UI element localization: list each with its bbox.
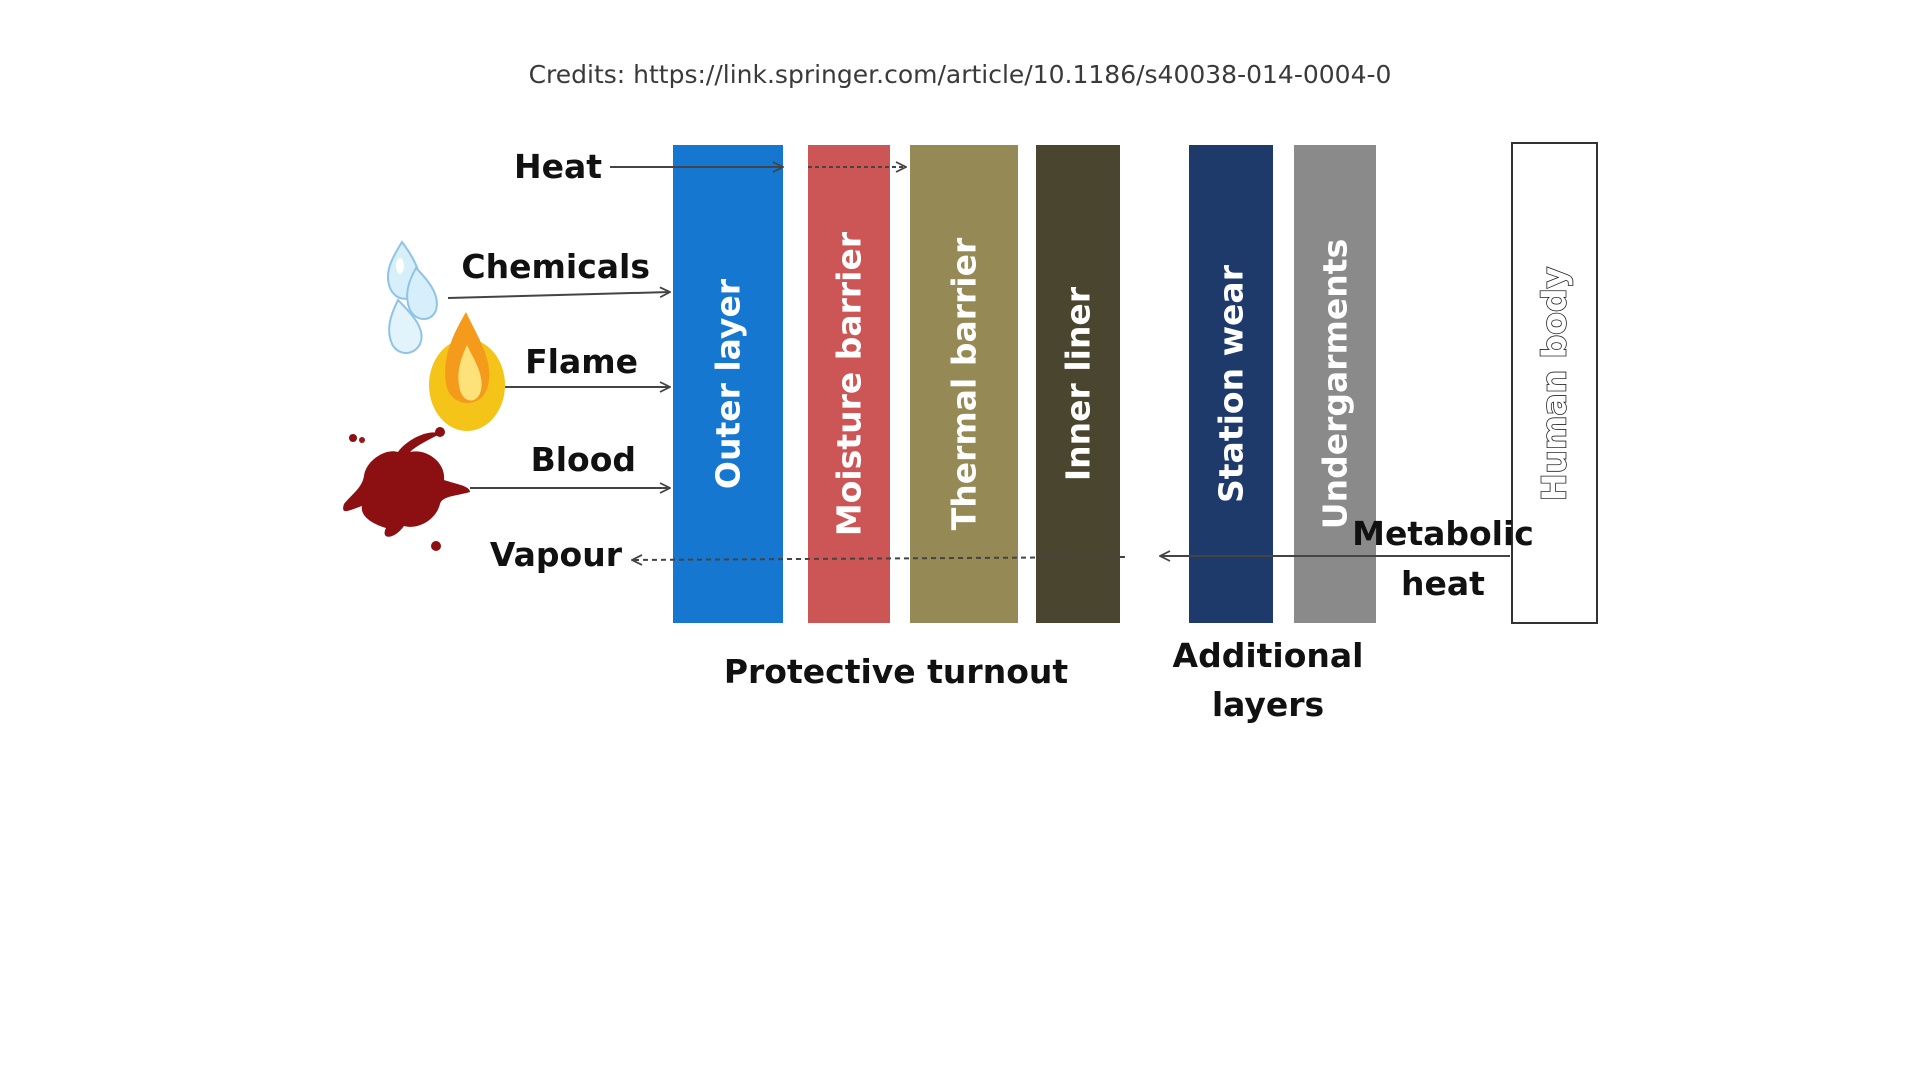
layer-bar-outer xyxy=(673,145,783,623)
flame-label: Flame xyxy=(525,342,638,381)
layer-bar-moisture xyxy=(808,145,890,623)
flame-icon xyxy=(429,312,505,431)
layer-label-inner: Inner liner xyxy=(1059,286,1098,481)
layer-bar-station xyxy=(1189,145,1273,623)
protective-turnout-label: Protective turnout xyxy=(724,652,1069,691)
layer-bar-human-body xyxy=(1511,142,1598,624)
credits-caption: Credits: https://link.springer.com/artic… xyxy=(528,60,1392,89)
metabolic-label-line2: heat xyxy=(1401,564,1485,603)
layer-label-undergarments: Undergarments xyxy=(1316,239,1355,529)
layer-label-station: Station wear xyxy=(1212,264,1251,503)
layer-bar-inner xyxy=(1036,145,1120,623)
metabolic-label-line1: Metabolic xyxy=(1352,514,1534,553)
chemicals-arrow xyxy=(447,292,670,299)
additional-layers-line2: layers xyxy=(1212,685,1324,724)
layer-bar-undergarments xyxy=(1294,145,1376,623)
layer-bar-thermal xyxy=(910,145,1018,623)
vapour-arrow xyxy=(632,557,1126,560)
vapour-label: Vapour xyxy=(490,535,623,574)
additional-layers-line1: Additional xyxy=(1173,636,1364,675)
blood-splat-icon xyxy=(343,427,470,551)
layer-label-moisture: Moisture barrier xyxy=(830,231,869,536)
layer-label-human-body: Human body xyxy=(1535,267,1574,501)
layer-label-thermal: Thermal barrier xyxy=(945,237,984,530)
chemicals-label: Chemicals xyxy=(461,247,650,286)
blood-label: Blood xyxy=(531,440,636,479)
layer-label-outer: Outer layer xyxy=(709,278,748,489)
water-drop-icon xyxy=(386,240,438,354)
heat-label: Heat xyxy=(514,147,602,186)
